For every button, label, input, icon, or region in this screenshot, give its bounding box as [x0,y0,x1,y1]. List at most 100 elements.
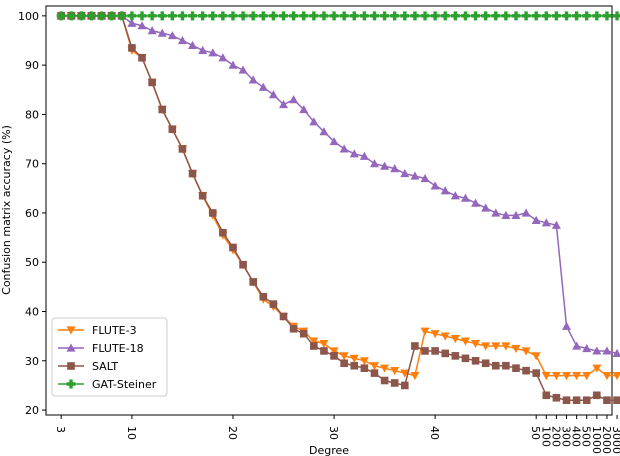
data-point [329,137,339,146]
data-point [451,352,460,360]
data-point [400,169,410,178]
data-point [198,45,208,54]
legend-marker [66,379,76,389]
data-point [289,11,299,21]
data-point [481,359,490,368]
data-point [289,95,299,104]
y-tick-label: 30 [25,355,39,368]
data-point [228,11,238,21]
data-point [138,53,146,62]
data-point [310,342,318,350]
y-tick-label: 90 [25,59,39,72]
data-point [541,371,551,381]
data-point [390,11,400,21]
data-point [268,11,278,21]
data-point [471,11,481,21]
data-point [299,104,309,114]
data-point [350,361,359,370]
data-point [410,171,420,180]
data-point [319,11,329,21]
data-point [127,11,137,21]
data-point [188,40,198,50]
x-tick-label: 10 [125,426,138,440]
data-point [502,361,510,370]
data-point [593,391,601,400]
data-point [239,260,247,269]
data-point [128,44,136,52]
data-point [117,11,127,21]
data-point [491,342,501,351]
data-point [582,371,592,381]
data-point [431,347,439,355]
data-point [208,48,218,57]
data-point [511,210,521,220]
data-point [512,364,520,372]
data-point [572,341,582,350]
x-tick-label: 1000 [590,426,603,454]
data-point [369,11,379,21]
data-point [400,369,410,378]
data-point [157,11,167,21]
x-tick-label: 100 [539,426,552,447]
data-point [279,11,289,21]
data-point [279,312,288,321]
data-point [441,349,450,358]
data-point [471,356,480,365]
data-point [258,11,268,21]
data-point [460,11,470,21]
data-point [551,371,561,381]
x-tick-label: 200 [549,426,562,447]
data-point [602,11,612,21]
data-point [359,151,369,160]
data-point [299,11,309,21]
data-point [339,11,349,21]
data-point [330,352,338,360]
data-point [491,11,501,21]
x-tick-label: 2000 [600,426,613,454]
data-point [562,11,572,21]
data-point [440,332,450,341]
data-point [430,181,440,190]
data-point [562,321,572,330]
data-point [613,396,620,405]
x-tick-label: 300 [560,426,573,447]
legend-label: FLUTE-18 [92,342,144,355]
data-point [157,28,167,37]
legend-label: GAT-Steiner [92,378,157,391]
data-point [511,11,521,21]
legend-marker [66,343,76,352]
data-point [612,11,620,21]
data-point [450,191,460,200]
data-point [148,78,156,87]
data-point [177,11,187,21]
data-point [592,364,602,373]
data-point [481,342,491,351]
data-point [360,364,369,372]
series-flute-18 [56,11,620,358]
data-point [501,342,511,351]
x-tick-label: 30 [327,426,340,440]
data-point [460,193,470,202]
data-point [551,220,561,229]
legend-label: SALT [92,360,118,373]
data-point [440,11,450,21]
data-point [309,337,319,346]
data-point [532,369,540,377]
data-point [491,208,501,217]
data-point [218,53,228,62]
data-point [390,379,399,387]
legend-label: FLUTE-3 [92,324,137,337]
data-point [229,243,237,252]
data-point [521,11,531,21]
data-point [158,105,167,114]
data-point [592,346,602,355]
data-point [421,347,429,355]
series-line [61,15,618,355]
data-point [602,346,612,355]
data-point [359,357,369,366]
data-point [551,11,561,21]
data-point [430,11,440,21]
data-point [369,159,379,168]
data-point [592,11,602,21]
